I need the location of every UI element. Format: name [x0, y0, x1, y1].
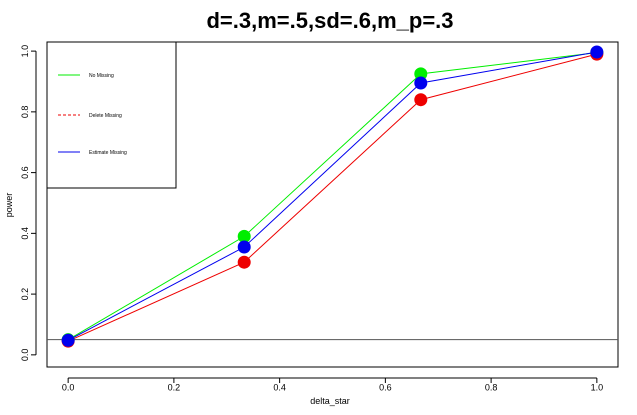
- y-tick-label: 0.6: [20, 166, 30, 179]
- series-point-0: [414, 67, 428, 81]
- y-tick-label: 0.8: [20, 106, 30, 119]
- chart-title: d=.3,m=.5,sd=.6,m_p=.3: [206, 8, 453, 33]
- series-point-2: [237, 240, 251, 254]
- y-tick-label: 0.2: [20, 288, 30, 301]
- y-tick-label: 0.4: [20, 227, 30, 240]
- series-point-0: [237, 229, 251, 243]
- legend-label-1: Delete Missing: [89, 113, 122, 119]
- series-line-1: [67, 53, 597, 342]
- y-tick-label: 1.0: [20, 45, 30, 58]
- series-line-2: [67, 51, 597, 341]
- x-tick-label: 0.2: [168, 382, 181, 392]
- legend: No Missing Delete Missing Estimate Missing: [46, 41, 177, 189]
- plot-frame: [46, 41, 619, 368]
- series-point-2: [590, 45, 604, 59]
- y-tick-label: 0.0: [20, 349, 30, 362]
- x-axis: 0.0 0.2 0.4 0.6 0.8 1.0: [62, 377, 604, 392]
- series-point-2: [414, 76, 428, 90]
- y-axis-label: power: [4, 193, 14, 218]
- x-tick-label: 0.4: [273, 382, 286, 392]
- x-axis-label: delta_star: [310, 396, 350, 406]
- legend-label-2: Estimate Missing: [89, 150, 127, 156]
- legend-label-0: No Missing: [89, 73, 114, 79]
- series-point-1: [237, 255, 251, 269]
- x-tick-label: 0.6: [379, 382, 392, 392]
- series-layer: [61, 45, 604, 348]
- series-point-1: [414, 93, 428, 107]
- y-axis: 0.0 0.2 0.4 0.6 0.8 1.0: [20, 45, 37, 362]
- series-line-0: [67, 52, 597, 341]
- series-point-2: [61, 333, 75, 347]
- x-tick-label: 0.8: [485, 382, 498, 392]
- x-tick-label: 1.0: [591, 382, 604, 392]
- x-tick-label: 0.0: [62, 382, 75, 392]
